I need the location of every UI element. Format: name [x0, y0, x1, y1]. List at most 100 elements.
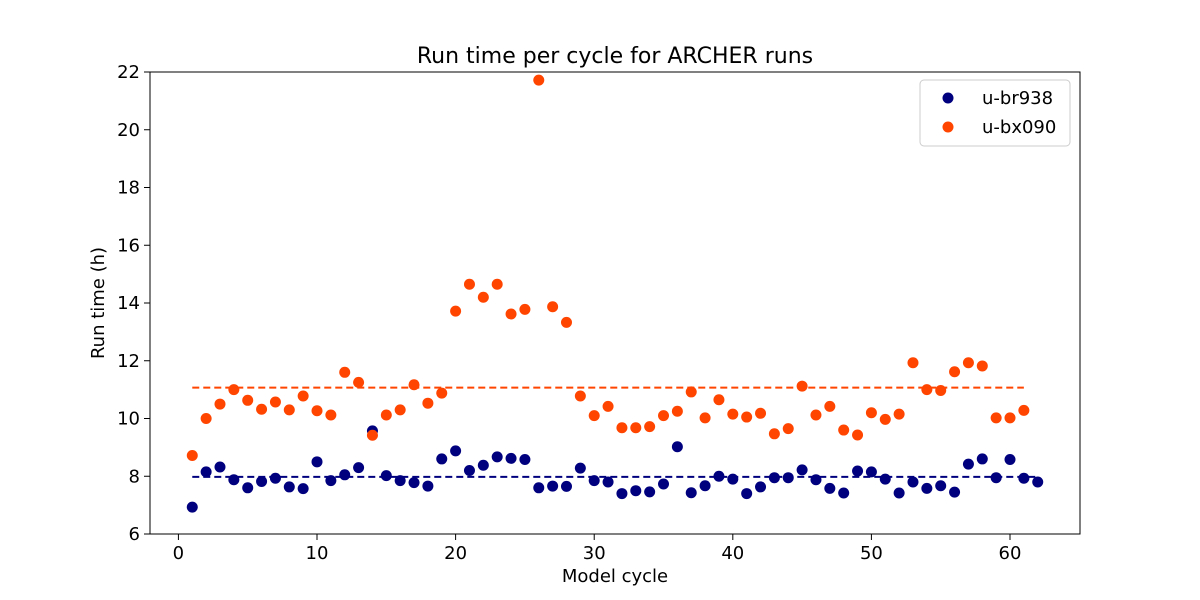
data-point-u-br938 [394, 475, 406, 487]
y-tick-label: 6 [129, 524, 140, 545]
legend-marker-u-br938 [942, 92, 954, 104]
data-point-u-bx090 [699, 412, 711, 424]
data-point-u-bx090 [810, 409, 822, 421]
data-point-u-bx090 [560, 316, 572, 328]
data-point-u-br938 [519, 454, 531, 466]
data-point-u-bx090 [1004, 412, 1016, 424]
data-point-u-bx090 [228, 384, 240, 396]
data-point-u-bx090 [852, 429, 864, 441]
data-point-u-br938 [658, 478, 670, 490]
data-point-u-bx090 [879, 413, 891, 425]
legend-frame [919, 79, 1071, 147]
data-point-u-bx090 [533, 74, 545, 86]
data-point-u-br938 [325, 475, 337, 487]
data-point-u-br938 [533, 482, 545, 494]
data-point-u-bx090 [450, 305, 462, 317]
data-point-u-bx090 [394, 404, 406, 416]
data-point-u-br938 [200, 466, 212, 478]
data-point-u-br938 [782, 472, 794, 484]
data-point-u-bx090 [907, 357, 919, 369]
data-point-u-br938 [505, 452, 517, 464]
data-points [186, 74, 1044, 513]
x-tick-label: 30 [583, 543, 606, 564]
data-point-u-br938 [297, 483, 309, 495]
data-point-u-bx090 [935, 384, 947, 396]
data-point-u-bx090 [186, 449, 198, 461]
data-point-u-br938 [699, 480, 711, 492]
data-point-u-br938 [186, 501, 198, 513]
data-point-u-bx090 [685, 386, 697, 398]
data-point-u-br938 [380, 470, 392, 482]
legend-label-u-br938: u-br938 [982, 88, 1053, 109]
data-point-u-bx090 [949, 366, 961, 378]
data-point-u-bx090 [477, 291, 489, 303]
data-point-u-bx090 [602, 400, 614, 412]
data-point-u-bx090 [574, 390, 586, 402]
data-point-u-bx090 [658, 410, 670, 422]
data-point-u-bx090 [256, 403, 268, 415]
data-point-u-bx090 [214, 398, 226, 410]
data-point-u-bx090 [380, 409, 392, 421]
data-point-u-bx090 [505, 308, 517, 320]
y-tick-label: 18 [117, 178, 140, 199]
data-point-u-br938 [616, 488, 628, 500]
data-point-u-bx090 [962, 357, 974, 369]
data-point-u-br938 [852, 465, 864, 477]
data-point-u-br938 [463, 464, 475, 476]
y-tick-label: 22 [117, 62, 140, 83]
data-point-u-br938 [949, 486, 961, 498]
y-axis: 6 8 10 12 14 16 18 20 22 [117, 62, 150, 545]
data-point-u-br938 [353, 462, 365, 474]
data-point-u-br938 [1004, 454, 1016, 466]
data-point-u-bx090 [408, 379, 420, 391]
data-point-u-bx090 [200, 413, 212, 424]
data-point-u-br938 [422, 480, 434, 492]
x-tick-label: 40 [721, 543, 744, 564]
data-point-u-bx090 [283, 404, 295, 416]
legend-label-u-bx090: u-bx090 [982, 117, 1056, 138]
data-point-u-br938 [685, 487, 697, 499]
data-point-u-br938 [574, 462, 586, 474]
data-point-u-bx090 [463, 278, 475, 290]
y-tick-label: 10 [117, 409, 140, 430]
data-point-u-bx090 [671, 405, 683, 417]
data-point-u-bx090 [339, 366, 351, 378]
mean-lines [192, 386, 1038, 478]
data-point-u-bx090 [741, 411, 753, 423]
y-tick-label: 8 [129, 466, 140, 487]
data-point-u-bx090 [422, 397, 434, 409]
data-point-u-br938 [450, 445, 462, 457]
y-tick-label: 14 [117, 293, 140, 314]
chart-title: Run time per cycle for ARCHER runs [417, 44, 813, 69]
data-point-u-bx090 [491, 278, 503, 290]
x-tick-label: 50 [860, 543, 883, 564]
data-point-u-br938 [491, 451, 503, 463]
x-axis: 0 10 20 30 40 50 60 [173, 534, 1021, 564]
data-point-u-bx090 [990, 412, 1002, 424]
data-point-u-br938 [907, 476, 919, 488]
data-point-u-bx090 [353, 376, 365, 388]
data-point-u-br938 [976, 453, 988, 465]
data-point-u-br938 [408, 477, 420, 489]
data-point-u-br938 [256, 475, 268, 487]
x-tick-label: 0 [173, 543, 184, 564]
data-point-u-br938 [990, 472, 1002, 484]
data-point-u-bx090 [325, 409, 337, 421]
y-tick-label: 20 [117, 120, 140, 141]
data-point-u-br938 [713, 470, 725, 482]
data-point-u-bx090 [519, 303, 531, 315]
data-point-u-br938 [477, 459, 489, 471]
data-point-u-bx090 [838, 424, 850, 436]
data-point-u-br938 [865, 466, 877, 478]
legend: u-br938 u-bx090 [919, 79, 1071, 147]
data-point-u-bx090 [242, 394, 254, 406]
data-point-u-bx090 [269, 396, 281, 408]
data-point-u-br938 [879, 473, 891, 485]
data-point-u-br938 [935, 480, 947, 492]
data-point-u-br938 [755, 481, 767, 493]
data-point-u-bx090 [824, 400, 836, 412]
data-point-u-bx090 [311, 405, 323, 417]
data-point-u-bx090 [366, 429, 378, 441]
data-point-u-bx090 [727, 408, 739, 420]
data-point-u-bx090 [547, 301, 559, 313]
